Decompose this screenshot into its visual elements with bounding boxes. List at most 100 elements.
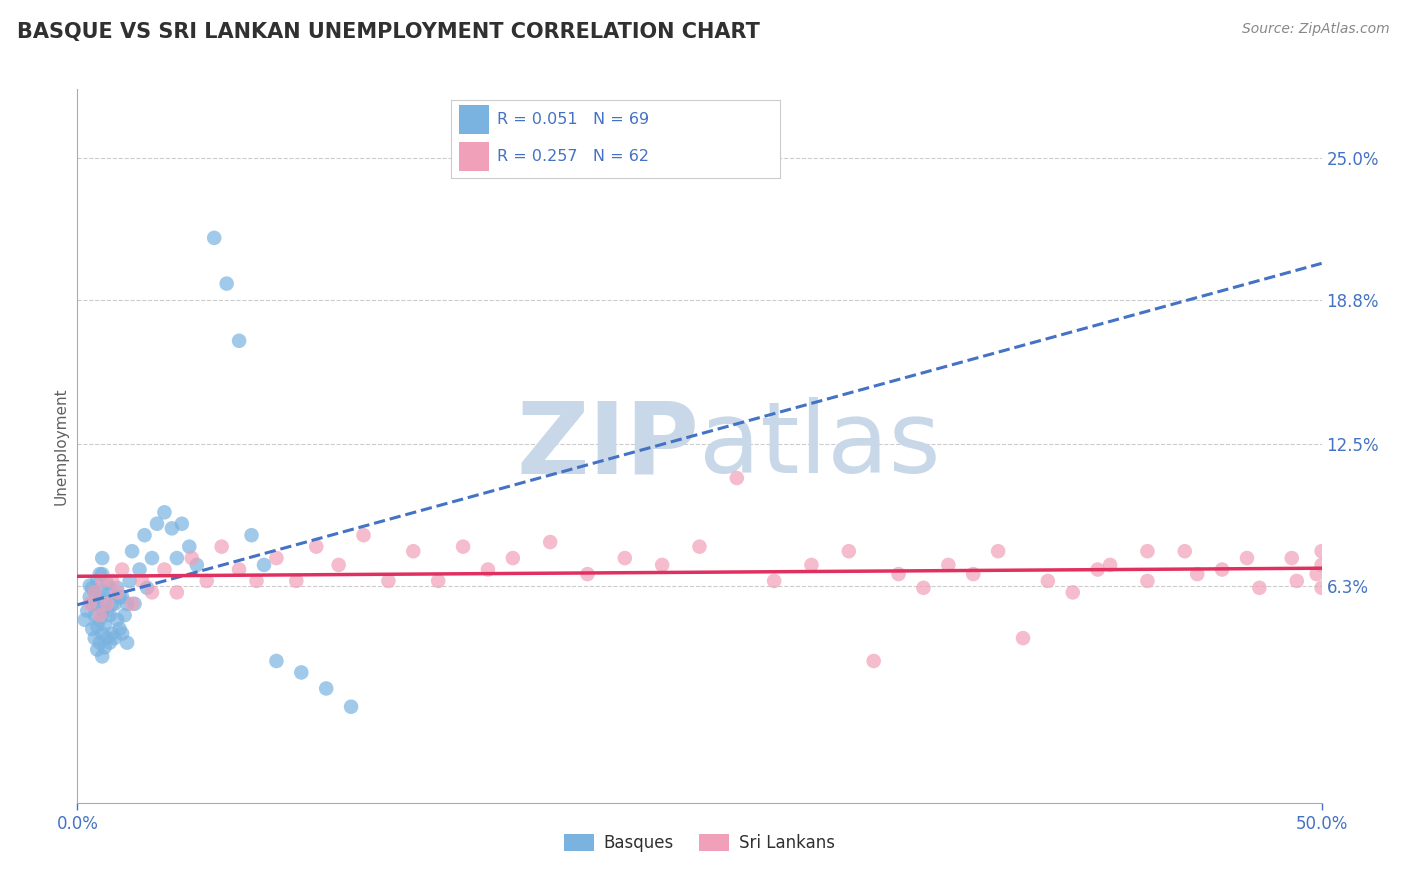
Point — [315, 681, 337, 696]
Point — [86, 574, 108, 588]
Point — [538, 535, 561, 549]
Point — [1310, 544, 1333, 558]
Point — [79, 590, 101, 604]
Point — [83, 585, 105, 599]
Point — [502, 551, 524, 566]
Point — [377, 574, 399, 588]
Point — [115, 636, 138, 650]
Text: BASQUE VS SRI LANKAN UNEMPLOYMENT CORRELATION CHART: BASQUE VS SRI LANKAN UNEMPLOYMENT CORREL… — [17, 22, 759, 42]
Point — [305, 540, 328, 554]
Point — [118, 574, 141, 588]
Point — [104, 597, 127, 611]
Point — [124, 597, 146, 611]
Point — [83, 631, 105, 645]
Point — [82, 581, 104, 595]
Point — [79, 578, 101, 592]
Point — [105, 613, 128, 627]
Point — [166, 551, 188, 566]
Point — [136, 581, 159, 595]
Point — [195, 574, 218, 588]
Point — [1099, 558, 1122, 572]
Point — [285, 574, 308, 588]
Point — [1012, 631, 1035, 645]
Point — [1285, 574, 1308, 588]
Point — [763, 574, 786, 588]
Point — [98, 636, 121, 650]
Point — [101, 574, 124, 588]
Point — [179, 540, 201, 554]
Point — [108, 590, 131, 604]
Point — [76, 604, 98, 618]
Point — [105, 581, 128, 595]
Point — [96, 604, 118, 618]
Point — [128, 562, 150, 576]
Point — [651, 558, 673, 572]
Point — [111, 626, 134, 640]
Point — [962, 567, 984, 582]
Point — [79, 597, 101, 611]
Point — [427, 574, 450, 588]
Text: ZIP: ZIP — [516, 398, 700, 494]
Point — [101, 626, 124, 640]
Y-axis label: Unemployment: Unemployment — [53, 387, 69, 505]
Point — [1281, 551, 1303, 566]
Point — [576, 567, 599, 582]
Point — [96, 597, 118, 611]
Point — [108, 622, 131, 636]
Point — [912, 581, 935, 595]
Point — [86, 597, 108, 611]
Point — [1174, 544, 1197, 558]
Point — [83, 608, 105, 623]
Point — [91, 585, 114, 599]
Point — [141, 585, 163, 599]
Point — [353, 528, 375, 542]
Point — [245, 574, 267, 588]
Point — [160, 521, 183, 535]
Point — [987, 544, 1010, 558]
Point — [1310, 558, 1333, 572]
Point — [838, 544, 860, 558]
Point — [211, 540, 233, 554]
Point — [111, 562, 134, 576]
Point — [121, 544, 143, 558]
Point — [86, 620, 108, 634]
Point — [141, 551, 163, 566]
Point — [131, 574, 153, 588]
Point — [451, 540, 474, 554]
Point — [83, 585, 105, 599]
Point — [82, 597, 104, 611]
Point — [105, 585, 128, 599]
Legend: Basques, Sri Lankans: Basques, Sri Lankans — [557, 827, 842, 859]
Text: Source: ZipAtlas.com: Source: ZipAtlas.com — [1241, 22, 1389, 37]
Point — [86, 642, 108, 657]
Point — [1036, 574, 1059, 588]
Point — [689, 540, 711, 554]
Point — [104, 631, 127, 645]
Point — [91, 626, 114, 640]
Text: atlas: atlas — [700, 398, 941, 494]
Point — [96, 631, 118, 645]
Point — [180, 551, 202, 566]
Point — [936, 558, 959, 572]
Point — [228, 334, 250, 348]
Point — [725, 471, 748, 485]
Point — [101, 597, 124, 611]
Point — [114, 608, 136, 623]
Point — [82, 622, 104, 636]
Point — [89, 636, 111, 650]
Point — [1136, 544, 1159, 558]
Point — [153, 505, 176, 519]
Point — [121, 597, 143, 611]
Point — [91, 567, 114, 582]
Point — [887, 567, 910, 582]
Point — [98, 608, 121, 623]
Point — [89, 613, 111, 627]
Point — [202, 231, 225, 245]
Point — [477, 562, 499, 576]
Point — [1211, 562, 1233, 576]
Point — [186, 558, 208, 572]
Point — [1136, 574, 1159, 588]
Point — [290, 665, 312, 680]
Point — [153, 562, 176, 576]
Point — [613, 551, 636, 566]
